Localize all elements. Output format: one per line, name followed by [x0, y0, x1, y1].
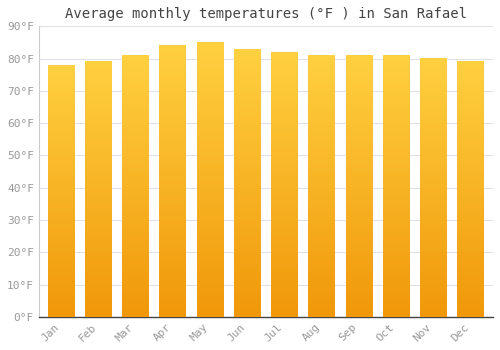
Title: Average monthly temperatures (°F ) in San Rafael: Average monthly temperatures (°F ) in Sa…: [65, 7, 467, 21]
